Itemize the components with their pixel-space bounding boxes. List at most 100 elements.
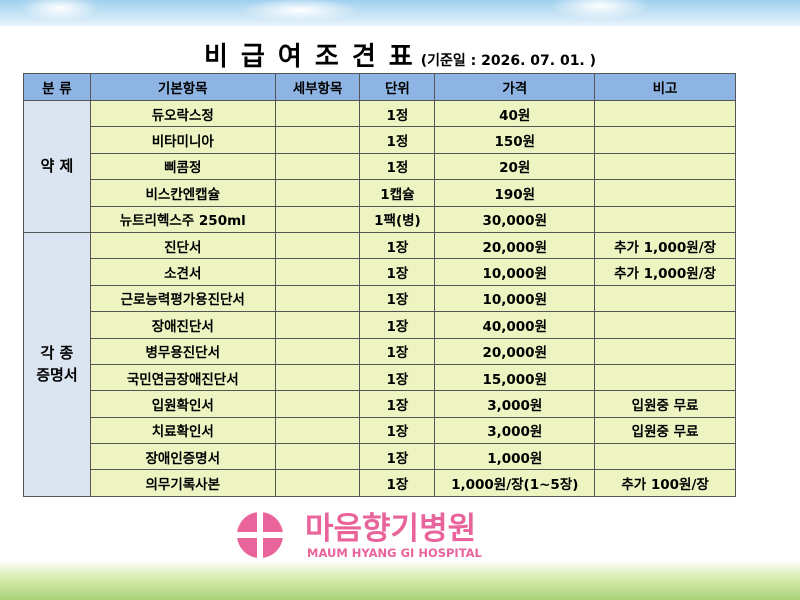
cell-unit: 1정	[359, 126, 436, 154]
empty-cell	[594, 443, 736, 471]
empty-cell	[274, 99, 361, 128]
cell-price: 20원	[434, 152, 596, 181]
empty-cell	[274, 311, 361, 339]
empty-cell	[594, 337, 736, 365]
empty-cell	[274, 416, 361, 445]
cell-item: 의무기록사본	[89, 469, 276, 497]
empty-cell	[274, 205, 361, 233]
cell-unit: 1팩(병)	[359, 205, 436, 233]
cell-item: 국민연금장애진단서	[89, 363, 276, 392]
empty-cell	[594, 363, 736, 392]
empty-cell	[274, 258, 361, 286]
header-cell: 가격	[434, 73, 596, 101]
table-row: 삐콤정 1정 20원	[24, 152, 736, 181]
cell-price: 40,000원	[434, 311, 596, 339]
table-row: 비스칸엔캡슐 1캡슐 190원	[24, 179, 736, 207]
title: 비 급 여 조 견 표	[203, 42, 415, 72]
subtitle: (기준일 : 2026. 07. 01. )	[420, 53, 597, 69]
group-label: 각 종	[40, 344, 74, 363]
table-row: 의무기록사본 1장 1,000원/장(1~5장) 추가 100원/장	[24, 469, 736, 497]
cell-unit: 1장	[359, 337, 436, 365]
cell-unit: 1장	[359, 416, 436, 445]
table-row: 치료확인서 1장 3,000원 입원중 무료	[24, 416, 736, 445]
empty-cell	[274, 390, 361, 418]
table-row: 근로능력평가용진단서 1장 10,000원	[24, 284, 736, 313]
logo-name: 마음향기병원	[305, 511, 476, 547]
cell-unit: 1캡슐	[359, 179, 436, 207]
empty-cell	[274, 126, 361, 154]
logo-english: MAUM HYANG GI HOSPITAL	[307, 546, 483, 560]
cell-unit: 1장	[359, 469, 436, 497]
cell-price: 30,000원	[434, 205, 596, 233]
cell-price: 1,000원/장(1~5장)	[434, 469, 596, 497]
cell-price: 20,000원	[434, 231, 596, 260]
cell-item: 소견서	[89, 258, 276, 286]
table-row: 약 제 듀오락스정 1정 40원	[23, 99, 736, 233]
cell-unit: 1장	[359, 311, 436, 339]
cell-item: 비스칸엔캡슐	[89, 179, 276, 207]
logo-icon	[235, 510, 285, 560]
cell-item: 병무용진단서	[89, 337, 276, 365]
logo: 마음향기병원 MAUM HYANG GI HOSPITAL	[235, 510, 483, 560]
cell-item: 장애진단서	[89, 311, 276, 339]
cell-price: 3,000원	[434, 390, 596, 418]
cell-price: 20,000원	[434, 337, 596, 365]
heading: 비 급 여 조 견 표 (기준일 : 2026. 07. 01. )	[0, 36, 800, 73]
header-cell: 세부항목	[274, 73, 361, 101]
cell-note: 추가 1,000원/장	[594, 258, 736, 286]
cell-item: 뉴트리헥스주 250ml	[89, 205, 276, 233]
cell-unit: 1장	[359, 231, 436, 260]
table-row: 장애인증명서 1장 1,000원	[24, 443, 736, 471]
group-label: 약 제	[40, 157, 74, 176]
cell-item: 장애인증명서	[89, 443, 276, 471]
table-row: 뉴트리헥스주 250ml 1팩(병) 30,000원	[24, 205, 736, 233]
cell-note: 추가 1,000원/장	[594, 231, 736, 260]
cell-price: 3,000원	[434, 416, 596, 445]
empty-cell	[594, 284, 736, 313]
cell-unit: 1정	[359, 152, 436, 181]
cell-price: 10,000원	[434, 258, 596, 286]
cell-unit: 1장	[359, 443, 436, 471]
empty-cell	[594, 126, 736, 154]
cell-unit: 1정	[359, 99, 436, 128]
cell-unit: 1장	[359, 258, 436, 286]
cell-price: 40원	[434, 99, 596, 128]
sky-banner	[0, 0, 800, 26]
empty-cell	[274, 443, 361, 471]
table-row: 병무용진단서 1장 20,000원	[24, 337, 736, 365]
header-cell: 비고	[594, 73, 736, 101]
table-row: 국민연금장애진단서 1장 15,000원	[24, 363, 736, 392]
empty-cell	[594, 99, 736, 128]
table-row: 각 종 증명서 진단서 1장 20,000원 추가 1,000원/장	[23, 231, 736, 497]
empty-cell	[594, 205, 736, 233]
cell-item: 삐콤정	[89, 152, 276, 181]
cell-note: 추가 100원/장	[594, 469, 736, 497]
cell-note: 입원중 무료	[594, 390, 736, 418]
group-cell: 각 종 증명서	[23, 231, 91, 497]
empty-cell	[274, 469, 361, 497]
table-row: 소견서 1장 10,000원 추가 1,000원/장	[24, 258, 736, 286]
empty-cell	[594, 179, 736, 207]
cell-price: 15,000원	[434, 363, 596, 392]
cell-unit: 1장	[359, 284, 436, 313]
empty-cell	[594, 311, 736, 339]
empty-cell	[274, 363, 361, 392]
table-body: 약 제 듀오락스정 1정 40원 비타미니아 1정 150원 삐콤정 1정 20원 비스칸엔캡슐 1캡…	[23, 99, 736, 497]
empty-cell	[274, 337, 361, 365]
price-table: 분 류 기본항목 세부항목 단위 가격 비고 약 제 듀오락스정 1정 40원 비타미니아 1정 15…	[23, 73, 736, 497]
cell-item: 비타미니아	[89, 126, 276, 154]
empty-cell	[274, 179, 361, 207]
cell-price: 150원	[434, 126, 596, 154]
header-cell: 기본항목	[89, 73, 276, 101]
empty-cell	[594, 152, 736, 181]
header-cell: 단위	[359, 73, 436, 101]
header-row: 분 류 기본항목 세부항목 단위 가격 비고	[23, 73, 736, 101]
empty-cell	[274, 152, 361, 181]
table-row: 입원확인서 1장 3,000원 입원중 무료	[24, 390, 736, 418]
cell-note: 입원중 무료	[594, 416, 736, 445]
cell-price: 10,000원	[434, 284, 596, 313]
empty-cell	[274, 284, 361, 313]
cell-item: 진단서	[89, 231, 276, 260]
cell-price: 1,000원	[434, 443, 596, 471]
